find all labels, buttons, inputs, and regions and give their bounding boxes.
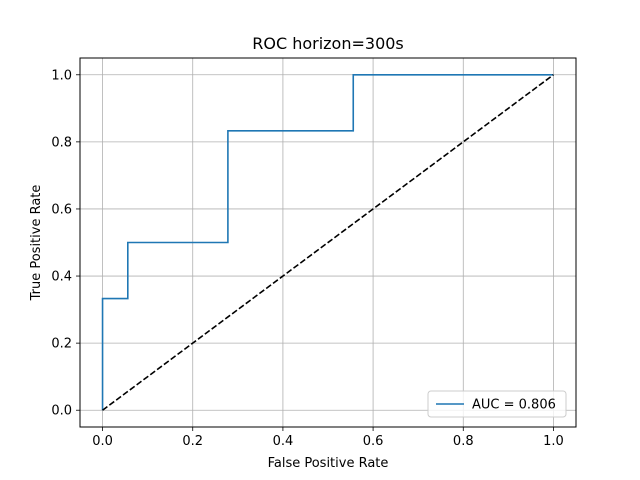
x-tick-label: 0.6 [363, 434, 384, 449]
plot-frame [79, 57, 577, 428]
x-axis-label: False Positive Rate [268, 456, 389, 471]
x-tick-label: 0.0 [92, 434, 113, 449]
y-tick-label: 0.2 [51, 337, 72, 352]
x-tick-label: 1.0 [543, 434, 564, 449]
y-tick-label: 0.6 [51, 202, 72, 217]
y-tick-label: 0.0 [51, 404, 72, 419]
x-tick-label: 0.8 [453, 434, 474, 449]
x-tick-label: 0.4 [273, 434, 294, 449]
plot-lines [101, 73, 554, 411]
roc-curve [101, 73, 554, 411]
y-axis-label: True Positive Rate [29, 185, 44, 302]
axis-ticks: 0.0 0.2 0.4 0.6 0.8 1.0 0.0 0.2 0.4 0.6 0.8 1.0 [51, 68, 563, 449]
y-tick-label: 1.0 [51, 68, 72, 83]
legend-box [427, 390, 567, 418]
chart-title: ROC horizon=300s [252, 34, 404, 53]
legend-label: AUC = 0.806 [472, 398, 556, 413]
y-tick-label: 0.4 [51, 270, 72, 285]
y-tick-label: 0.8 [51, 135, 72, 150]
legend: AUC = 0.806 [427, 390, 567, 418]
diagonal-reference-line [102, 74, 554, 411]
x-tick-label: 0.2 [182, 434, 203, 449]
